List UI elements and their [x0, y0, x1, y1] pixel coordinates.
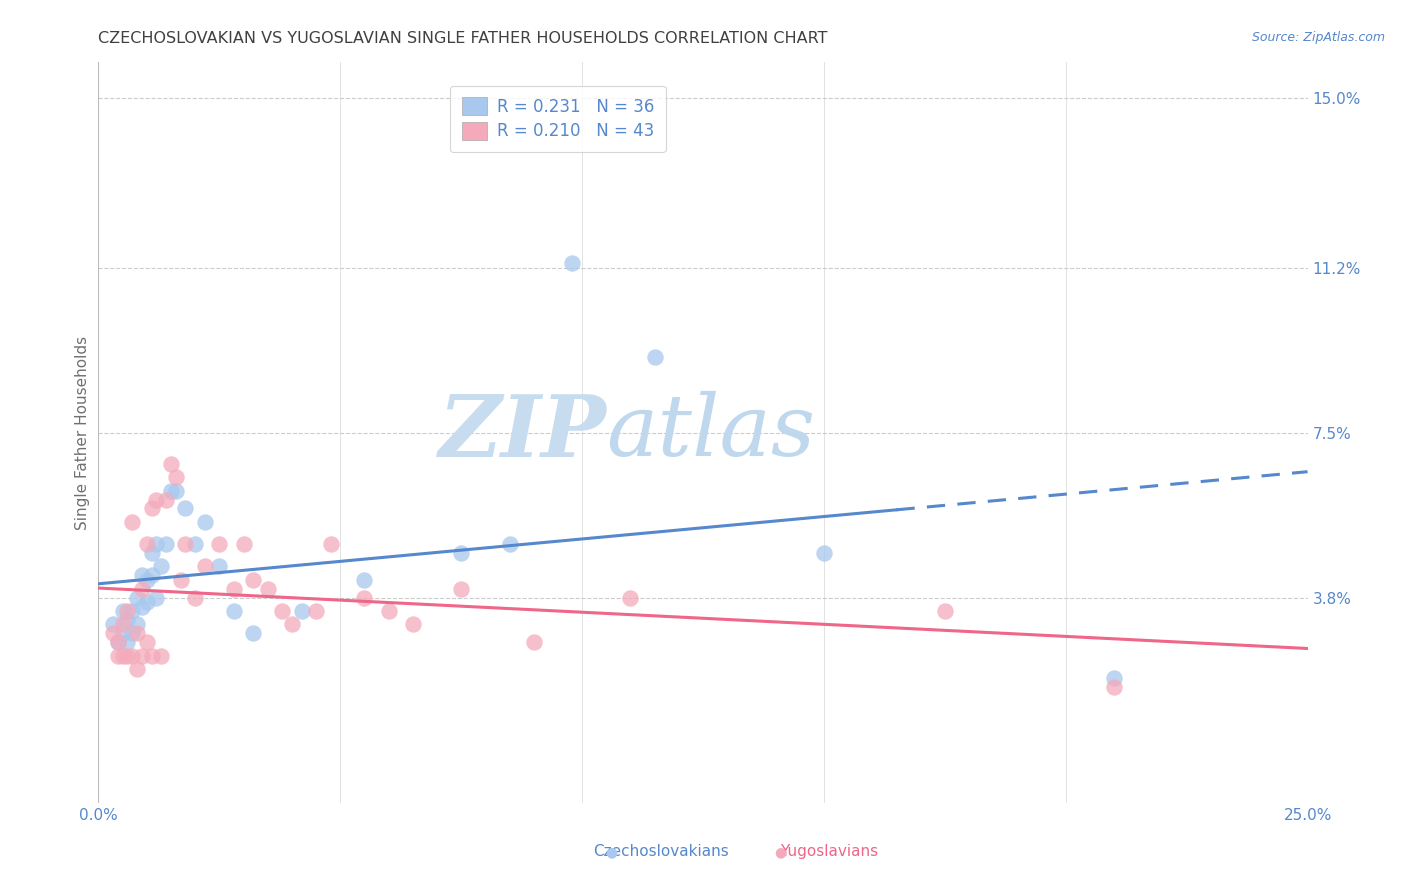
Point: [1102, 671, 1125, 685]
Text: Yugoslavians: Yugoslavians: [780, 845, 879, 859]
Point: [242, 573, 264, 587]
Point: [174, 537, 197, 551]
Point: [256, 582, 278, 596]
Point: [402, 617, 425, 632]
Point: [107, 648, 129, 663]
Y-axis label: Single Father Households: Single Father Households: [75, 335, 90, 530]
Point: [242, 626, 264, 640]
Point: [619, 591, 641, 605]
Point: [131, 568, 153, 582]
Point: [101, 617, 124, 632]
Point: [208, 537, 231, 551]
Point: [523, 635, 546, 649]
Point: [117, 635, 139, 649]
Point: [150, 559, 173, 574]
Point: [141, 546, 163, 560]
Text: ●: ●: [606, 845, 617, 859]
Point: [107, 635, 129, 649]
Point: [145, 492, 167, 507]
Point: [208, 559, 231, 574]
Point: [117, 648, 139, 663]
Point: [121, 515, 143, 529]
Text: atlas: atlas: [606, 392, 815, 474]
Point: [353, 573, 375, 587]
Point: [194, 515, 217, 529]
Point: [141, 568, 163, 582]
Point: [813, 546, 835, 560]
Point: [934, 604, 956, 618]
Text: ●: ●: [775, 845, 786, 859]
Point: [117, 604, 139, 618]
Point: [135, 573, 157, 587]
Point: [127, 626, 149, 640]
Point: [111, 648, 134, 663]
Point: [145, 591, 167, 605]
Point: [127, 662, 149, 676]
Point: [155, 537, 177, 551]
Point: [222, 604, 245, 618]
Point: [169, 573, 191, 587]
Point: [498, 537, 520, 551]
Point: [271, 604, 294, 618]
Text: ZIP: ZIP: [439, 391, 606, 475]
Point: [135, 595, 157, 609]
Point: [117, 613, 139, 627]
Point: [111, 626, 134, 640]
Point: [111, 604, 134, 618]
Point: [101, 626, 124, 640]
Point: [111, 617, 134, 632]
Point: [150, 648, 173, 663]
Point: [319, 537, 342, 551]
Point: [155, 492, 177, 507]
Point: [450, 582, 472, 596]
Point: [107, 635, 129, 649]
Point: [377, 604, 399, 618]
Point: [141, 501, 163, 516]
Legend: R = 0.231   N = 36, R = 0.210   N = 43: R = 0.231 N = 36, R = 0.210 N = 43: [450, 86, 666, 152]
Point: [232, 537, 254, 551]
Point: [184, 537, 207, 551]
Point: [290, 604, 312, 618]
Point: [131, 582, 153, 596]
Point: [135, 635, 157, 649]
Text: CZECHOSLOVAKIAN VS YUGOSLAVIAN SINGLE FATHER HOUSEHOLDS CORRELATION CHART: CZECHOSLOVAKIAN VS YUGOSLAVIAN SINGLE FA…: [98, 31, 828, 46]
Point: [222, 582, 245, 596]
Point: [1102, 680, 1125, 694]
Point: [160, 457, 183, 471]
Point: [450, 546, 472, 560]
Point: [127, 591, 149, 605]
Point: [305, 604, 328, 618]
Point: [127, 617, 149, 632]
Point: [121, 648, 143, 663]
Point: [184, 591, 207, 605]
Point: [131, 648, 153, 663]
Point: [281, 617, 304, 632]
Point: [165, 483, 187, 498]
Point: [353, 591, 375, 605]
Point: [145, 537, 167, 551]
Point: [644, 350, 666, 364]
Point: [194, 559, 217, 574]
Point: [131, 599, 153, 614]
Point: [561, 256, 583, 270]
Text: Czechoslovakians: Czechoslovakians: [593, 845, 728, 859]
Point: [121, 626, 143, 640]
Text: Source: ZipAtlas.com: Source: ZipAtlas.com: [1251, 31, 1385, 45]
Point: [121, 604, 143, 618]
Point: [135, 537, 157, 551]
Point: [165, 470, 187, 484]
Point: [174, 501, 197, 516]
Point: [141, 648, 163, 663]
Point: [160, 483, 183, 498]
